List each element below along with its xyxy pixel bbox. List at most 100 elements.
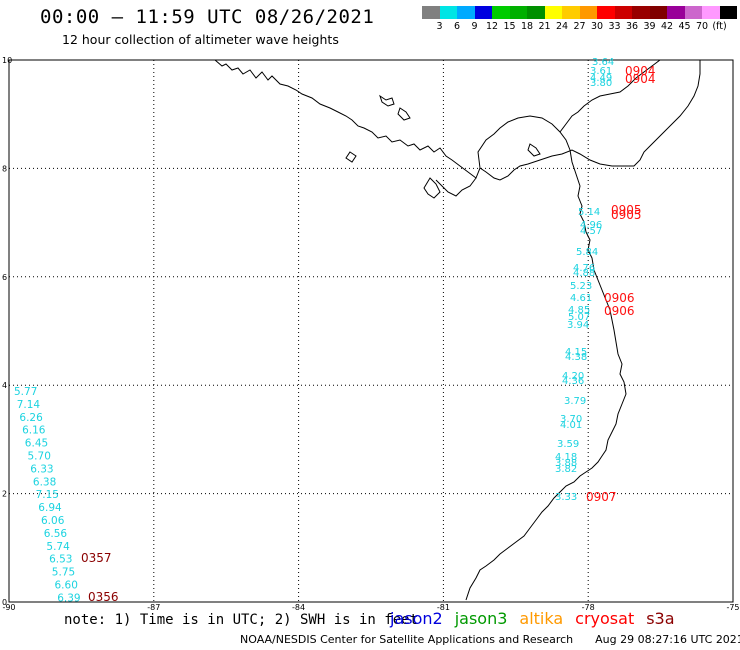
legend-swatch bbox=[492, 6, 510, 19]
pass-time-label: 0906 bbox=[604, 304, 635, 318]
legend-swatch bbox=[614, 6, 632, 19]
footnote: note: 1) Time is in UTC; 2) SWH is in fe… bbox=[64, 612, 419, 628]
left-track-value: 6.45 bbox=[25, 438, 48, 450]
legend-swatch bbox=[684, 6, 702, 19]
left-track-value: 6.94 bbox=[38, 502, 62, 514]
right-track-value: 3.94 bbox=[567, 320, 589, 331]
right-track-value: 4.57 bbox=[580, 226, 602, 237]
pass-time-label: 0904 bbox=[625, 72, 656, 86]
right-track-value: 4.38 bbox=[565, 352, 587, 363]
mission-jason3: jason3 bbox=[454, 609, 508, 628]
legend-swatch bbox=[719, 6, 737, 19]
left-track-value: 6.60 bbox=[55, 580, 78, 592]
right-track-value: 4.15 bbox=[565, 347, 587, 358]
right-track-value: 4.61 bbox=[570, 293, 592, 304]
legend-label: 6 bbox=[453, 21, 461, 32]
legend-label: 27 bbox=[573, 21, 586, 32]
right-track-value: 4.49 bbox=[590, 73, 612, 84]
left-track-value: 6.26 bbox=[19, 412, 43, 424]
legend-label: 70 bbox=[695, 21, 709, 32]
pass-time-label: 0906 bbox=[604, 291, 635, 305]
right-track-value: 5.07 bbox=[568, 312, 590, 323]
right-track-value: 4.96 bbox=[580, 220, 602, 231]
left-track-value: 5.75 bbox=[52, 567, 75, 579]
left-track-value: 6.53 bbox=[49, 554, 72, 566]
right-track-value: 4.88 bbox=[573, 268, 595, 279]
page-title: 00:00 – 11:59 UTC 08/26/2021 bbox=[40, 6, 375, 28]
y-tick-label: 10 bbox=[2, 56, 12, 65]
y-tick-label: 6 bbox=[2, 273, 7, 282]
pass-time-label: 0905 bbox=[611, 203, 642, 217]
legend-swatch bbox=[422, 6, 440, 19]
left-track-value: 6.38 bbox=[33, 476, 56, 488]
right-track-value: 3.70 bbox=[560, 414, 582, 425]
pass-time-label: 0905 bbox=[611, 208, 642, 222]
right-track-value: 4.85 bbox=[568, 305, 590, 316]
legend-swatch bbox=[509, 6, 527, 19]
x-tick-label: -75 bbox=[726, 603, 739, 612]
legend-swatch bbox=[579, 6, 597, 19]
legend-swatch bbox=[562, 6, 580, 19]
legend-label: 36 bbox=[625, 21, 639, 32]
legend-swatch bbox=[702, 6, 720, 19]
y-tick-label: 0 bbox=[2, 598, 7, 607]
left-track-value: 6.33 bbox=[30, 463, 53, 475]
x-tick-label: -81 bbox=[437, 603, 450, 612]
legend-label: 9 bbox=[471, 21, 478, 32]
right-track-value: 3.82 bbox=[555, 464, 577, 475]
right-track-value: 4.76 bbox=[573, 263, 595, 274]
mission-jason2: jason2 bbox=[390, 609, 443, 628]
right-track-value: 4.36 bbox=[562, 376, 584, 387]
axis-tick-labels: -90 -87 -84 -81 -78 -75 0 2 4 6 8 10 bbox=[2, 56, 740, 612]
legend-label: 15 bbox=[503, 21, 516, 32]
right-track-value: 4.18 bbox=[555, 452, 577, 463]
left-track-value: 5.77 bbox=[14, 386, 37, 398]
right-track-value: 3.80 bbox=[590, 78, 612, 89]
legend-swatch bbox=[544, 6, 562, 19]
legend-label: 39 bbox=[643, 21, 656, 32]
right-track-value: 5.23 bbox=[570, 281, 592, 292]
right-track-value: 3.59 bbox=[557, 439, 579, 450]
legend-label: 24 bbox=[555, 21, 569, 32]
left-track-value: 7.14 bbox=[17, 399, 41, 411]
legend-label: 33 bbox=[608, 21, 621, 32]
y-tick-label: 4 bbox=[2, 381, 7, 390]
pass-time-label: 0357 bbox=[81, 551, 112, 565]
right-track-value: 3.64 bbox=[592, 57, 614, 68]
pass-time-label: 0907 bbox=[586, 490, 617, 504]
mission-cryosat: cryosat bbox=[575, 609, 635, 628]
generated-timestamp: Aug 29 08:27:16 UTC 2021 bbox=[595, 633, 740, 646]
x-tick-label: -84 bbox=[292, 603, 305, 612]
mission-altika: altika bbox=[519, 609, 564, 628]
x-tick-label: -78 bbox=[582, 603, 595, 612]
y-tick-label: 8 bbox=[2, 164, 7, 173]
left-track-value: 6.56 bbox=[44, 528, 68, 540]
map-gridlines bbox=[9, 60, 733, 602]
credit-line: NOAA/NESDIS Center for Satellite Applica… bbox=[240, 633, 740, 646]
right-track-value: 3.33 bbox=[555, 492, 577, 503]
legend-swatch bbox=[632, 6, 650, 19]
left-track-value: 6.39 bbox=[57, 592, 80, 604]
legend-swatch bbox=[439, 6, 457, 19]
right-track-value: 3.79 bbox=[564, 396, 586, 407]
x-tick-label: -87 bbox=[147, 603, 160, 612]
coastline bbox=[214, 59, 701, 601]
right-track-value: 3.61 bbox=[590, 66, 612, 77]
legend-swatch bbox=[667, 6, 685, 19]
left-track-value: 5.74 bbox=[46, 541, 70, 553]
legend-swatch bbox=[457, 6, 475, 19]
right-track-value: 5.14 bbox=[578, 207, 600, 218]
legend-label: (ft) bbox=[712, 21, 727, 32]
left-track-value: 6.16 bbox=[22, 425, 46, 437]
page-subtitle: 12 hour collection of altimeter wave hei… bbox=[62, 32, 339, 47]
pass-time-label: 0356 bbox=[88, 590, 119, 604]
color-legend bbox=[422, 6, 737, 19]
legend-label: 3 bbox=[436, 21, 443, 32]
pass-time-label: 0904 bbox=[625, 64, 656, 78]
x-tick-label: -90 bbox=[2, 603, 15, 612]
legend-label: 30 bbox=[590, 21, 604, 32]
mission-s3a: s3a bbox=[646, 609, 675, 628]
legend-label: 18 bbox=[520, 21, 534, 32]
